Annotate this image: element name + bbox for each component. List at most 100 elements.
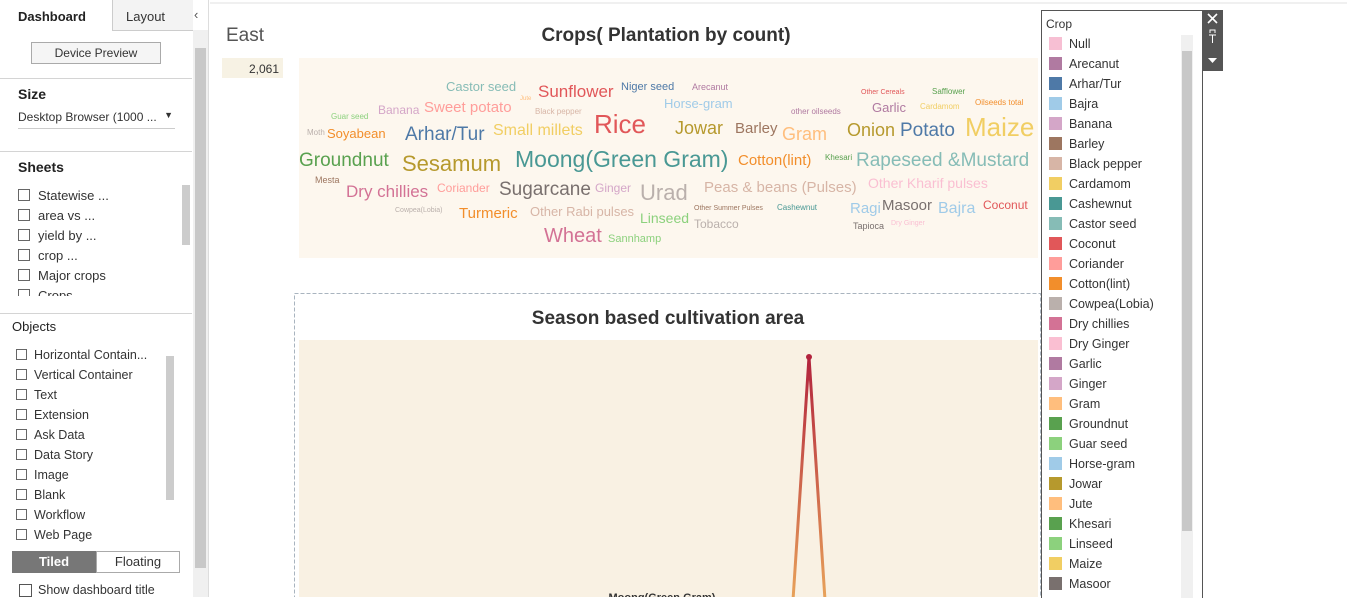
objects-scrollbar[interactable] — [166, 356, 174, 500]
word[interactable]: Sweet potato — [424, 99, 512, 116]
object-name[interactable]: Workflow — [34, 508, 86, 522]
legend-item[interactable]: Cashewnut — [1049, 197, 1132, 211]
word[interactable]: Dry Ginger — [891, 220, 926, 227]
sheet-item[interactable]: Statewise ... — [18, 188, 109, 203]
object-name[interactable]: Blank — [34, 488, 66, 502]
legend-item[interactable]: Linseed — [1049, 537, 1113, 551]
object-name[interactable]: Image — [34, 468, 69, 482]
legend-label[interactable]: Cowpea(Lobia) — [1069, 297, 1154, 311]
word[interactable]: Peas & beans (Pulses) — [704, 179, 857, 196]
word[interactable]: Arhar/Tur — [405, 124, 485, 145]
tab-layout[interactable]: Layout — [126, 9, 166, 24]
object-item[interactable]: Horizontal Contain... — [16, 348, 147, 362]
sheet-name[interactable]: yield by ... — [38, 228, 97, 243]
legend-label[interactable]: Guar seed — [1069, 437, 1128, 451]
legend-item[interactable]: Garlic — [1049, 357, 1102, 371]
legend-label[interactable]: Cardamom — [1069, 177, 1131, 191]
tiled-button[interactable]: Tiled — [12, 551, 96, 573]
word[interactable]: Khesari — [825, 153, 852, 162]
sheet-name[interactable]: Major crops — [38, 268, 106, 283]
word[interactable]: Oilseeds total — [975, 98, 1024, 107]
legend-label[interactable]: Coconut — [1069, 237, 1116, 251]
legend-scrollbar[interactable] — [1182, 51, 1192, 531]
word[interactable]: Dry chillies — [346, 182, 428, 201]
legend-label[interactable]: Cotton(lint) — [1069, 277, 1131, 291]
sheets-scrollbar[interactable] — [182, 185, 190, 245]
word[interactable]: Turmeric — [459, 205, 518, 222]
word[interactable]: Maize — [965, 112, 1034, 142]
legend-label[interactable]: Ginger — [1069, 377, 1107, 391]
object-name[interactable]: Ask Data — [34, 428, 85, 442]
legend-label[interactable]: Bajra — [1069, 97, 1099, 111]
word[interactable]: Black pepper — [535, 107, 582, 116]
legend-label[interactable]: Arecanut — [1069, 57, 1120, 71]
sheet-item[interactable]: crop ... — [18, 248, 78, 263]
word[interactable]: Jute — [520, 96, 532, 102]
word[interactable]: Horse-gram — [664, 96, 733, 111]
word[interactable]: Mesta — [315, 175, 340, 185]
object-name[interactable]: Extension — [34, 408, 89, 422]
legend-item[interactable]: Barley — [1049, 137, 1104, 151]
legend-label[interactable]: Dry chillies — [1069, 317, 1130, 331]
word[interactable]: Rice — [594, 109, 646, 139]
legend-label[interactable]: Masoor — [1069, 577, 1111, 591]
word[interactable]: Safflower — [932, 87, 966, 96]
legend-item[interactable]: Jowar — [1049, 477, 1102, 491]
legend-label[interactable]: Horse-gram — [1069, 457, 1135, 471]
object-item[interactable]: Vertical Container — [16, 368, 133, 382]
legend-item[interactable]: Dry Ginger — [1049, 337, 1129, 351]
object-name[interactable]: Vertical Container — [34, 368, 133, 382]
word[interactable]: Guar seed — [331, 112, 368, 121]
legend-label[interactable]: Barley — [1069, 137, 1105, 151]
object-item[interactable]: Extension — [16, 408, 89, 422]
word[interactable]: Linseed — [640, 210, 689, 226]
object-item[interactable]: Text — [16, 388, 57, 402]
word[interactable]: Masoor — [882, 197, 932, 214]
word[interactable]: Tobacco — [694, 217, 739, 231]
word[interactable]: Sunflower — [538, 82, 614, 101]
word[interactable]: Sugarcane — [499, 179, 591, 200]
legend-label[interactable]: Garlic — [1069, 357, 1102, 371]
sheet-name[interactable]: Statewise ... — [38, 188, 109, 203]
legend-label[interactable]: Coriander — [1069, 257, 1124, 271]
legend-item[interactable]: Null — [1049, 37, 1091, 51]
object-name[interactable]: Horizontal Contain... — [34, 348, 148, 362]
legend-item[interactable]: Guar seed — [1049, 437, 1127, 451]
object-item[interactable]: Blank — [16, 488, 65, 502]
sheet-name[interactable]: area vs ... — [38, 208, 96, 223]
legend-item[interactable]: Gram — [1049, 397, 1100, 411]
legend-item[interactable]: Cardamom — [1049, 177, 1131, 191]
object-item[interactable]: Web Page — [16, 528, 92, 542]
word[interactable]: Coriander — [437, 181, 490, 195]
word[interactable]: Sannhamp — [608, 233, 661, 245]
word[interactable]: Jowar — [675, 118, 723, 138]
word[interactable]: Urad — [640, 180, 688, 205]
legend-item[interactable]: Arhar/Tur — [1049, 77, 1121, 91]
size-dropdown[interactable]: Desktop Browser (1000 ... ▼ — [18, 110, 175, 129]
word[interactable]: Other Rabi pulses — [530, 204, 635, 219]
legend-item[interactable]: Banana — [1049, 117, 1112, 131]
word[interactable]: Rapeseed &Mustard — [856, 150, 1029, 171]
word[interactable]: Groundnut — [299, 150, 390, 171]
show-title-label[interactable]: Show dashboard title — [38, 583, 155, 597]
word[interactable]: Cardamom — [920, 102, 960, 111]
sheet-name[interactable]: crop ... — [38, 248, 78, 263]
word[interactable]: Ginger — [595, 181, 631, 195]
legend-item[interactable]: Horse-gram — [1049, 457, 1135, 471]
legend-item[interactable]: Castor seed — [1049, 217, 1136, 231]
legend-item[interactable]: Groundnut — [1049, 417, 1128, 431]
word[interactable]: Other Cereals — [861, 89, 905, 96]
legend-item[interactable]: Khesari — [1049, 517, 1111, 531]
show-title-checkbox[interactable] — [19, 584, 32, 597]
word[interactable]: Moong(Green Gram) — [515, 146, 728, 172]
object-name[interactable]: Text — [34, 388, 57, 402]
menu-icon[interactable] — [1208, 58, 1217, 63]
pin-icon[interactable] — [1209, 29, 1216, 43]
legend-label[interactable]: Arhar/Tur — [1069, 77, 1122, 91]
legend-label[interactable]: Black pepper — [1069, 157, 1142, 171]
legend-item[interactable]: Ginger — [1049, 377, 1107, 391]
word[interactable]: Potato — [900, 120, 955, 141]
word[interactable]: Barley — [735, 120, 778, 137]
legend-item[interactable]: Coriander — [1049, 257, 1124, 271]
object-item[interactable]: Data Story — [16, 448, 93, 462]
